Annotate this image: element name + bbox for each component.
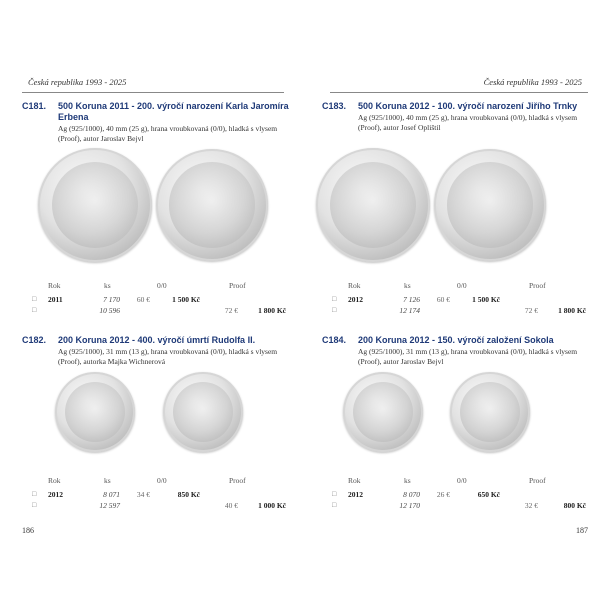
header-rule-right	[330, 92, 588, 93]
coin-obverse-image	[316, 148, 430, 262]
owned-checkbox[interactable]: □	[332, 295, 337, 303]
row-price-czk: 800 Kč	[563, 501, 586, 510]
description-line: (Proof), autor Jaroslav Bejvl	[358, 357, 444, 366]
col-mintage: ks	[104, 281, 111, 290]
row-price-czk: 650 Kč	[477, 490, 500, 499]
catalog-number: C182.	[22, 335, 47, 345]
row-price-czk: 1 500 Kč	[172, 295, 200, 304]
coin-reverse-image	[434, 149, 546, 261]
coin-title: 500 Koruna 2012 - 100. výročí narození J…	[358, 101, 578, 111]
row-price-czk: 1 800 Kč	[558, 306, 586, 315]
col-year: Rok	[48, 281, 61, 290]
coin-entry: C182. 200 Koruna 2012 - 400. výročí úmrtí…	[22, 335, 294, 367]
coin-description: Ag (925/1000), 40 mm (25 g), hrana vroub…	[22, 124, 294, 144]
coin-reverse-image	[156, 149, 268, 261]
row-mintage: 8 071	[103, 490, 120, 499]
col-unc: 0/0	[457, 476, 467, 485]
owned-checkbox[interactable]: □	[32, 501, 37, 509]
catalog-number: C183.	[322, 101, 347, 111]
coin-reverse-image	[163, 372, 243, 452]
row-mintage: 12 597	[99, 501, 120, 510]
col-mintage: ks	[404, 281, 411, 290]
row-mintage: 10 596	[99, 306, 120, 315]
coin-obverse-image	[38, 148, 152, 262]
row-year: 2012	[48, 490, 63, 499]
row-price-eur: 60 €	[136, 295, 150, 304]
row-mintage: 12 170	[399, 501, 420, 510]
coin-title: 200 Koruna 2012 - 400. výročí úmrtí Rudo…	[58, 335, 256, 345]
row-price-czk: 1 500 Kč	[472, 295, 500, 304]
description-line: Ag (925/1000), 40 mm (25 g), hrana vroub…	[58, 124, 278, 133]
col-proof: Proof	[229, 281, 246, 290]
catalog-number: C184.	[322, 335, 347, 345]
row-price-eur: 40 €	[224, 501, 238, 510]
description-line: (Proof), autorka Majka Wichnerová	[58, 357, 166, 366]
running-header-left: Česká republika 1993 - 2025	[28, 77, 127, 87]
row-year: 2011	[48, 295, 63, 304]
coin-entry-title: C181. 500 Koruna 2011 - 200. výročí naroz…	[22, 101, 294, 123]
coin-entry: C183. 500 Koruna 2012 - 100. výročí naroz…	[322, 101, 594, 133]
col-mintage: ks	[404, 476, 411, 485]
coin-entry: C181. 500 Koruna 2011 - 200. výročí naroz…	[22, 101, 294, 144]
coin-entry: C184. 200 Koruna 2012 - 150. výročí založ…	[322, 335, 594, 367]
row-year: 2012	[348, 490, 363, 499]
coin-entry-title: C184. 200 Koruna 2012 - 150. výročí založ…	[322, 335, 594, 346]
coin-obverse-image	[343, 372, 423, 452]
col-unc: 0/0	[157, 281, 167, 290]
col-mintage: ks	[104, 476, 111, 485]
description-line: (Proof), autor Jaroslav Bejvl	[58, 134, 144, 143]
coin-reverse-image	[450, 372, 530, 452]
col-proof: Proof	[229, 476, 246, 485]
coin-description: Ag (925/1000), 31 mm (13 g), hrana vroub…	[322, 347, 594, 367]
page-number-right: 187	[576, 526, 588, 535]
col-unc: 0/0	[457, 281, 467, 290]
coin-description: Ag (925/1000), 40 mm (25 g), hrana vroub…	[322, 113, 594, 133]
row-price-eur: 60 €	[436, 295, 450, 304]
description-line: Ag (925/1000), 31 mm (13 g), hrana vroub…	[358, 347, 578, 356]
running-header-right: Česká republika 1993 - 2025	[483, 77, 582, 87]
row-price-eur: 72 €	[524, 306, 538, 315]
coin-title: 500 Koruna 2011 - 200. výročí narození K…	[58, 101, 289, 122]
row-price-czk: 850 Kč	[177, 490, 200, 499]
col-year: Rok	[348, 281, 361, 290]
col-year: Rok	[348, 476, 361, 485]
row-price-czk: 1 800 Kč	[258, 306, 286, 315]
coin-title: 200 Koruna 2012 - 150. výročí založení S…	[358, 335, 554, 345]
row-price-eur: 72 €	[224, 306, 238, 315]
owned-checkbox[interactable]: □	[332, 306, 337, 314]
coin-description: Ag (925/1000), 31 mm (13 g), hrana vroub…	[22, 347, 294, 367]
row-price-eur: 32 €	[524, 501, 538, 510]
owned-checkbox[interactable]: □	[32, 490, 37, 498]
row-mintage: 12 174	[399, 306, 420, 315]
coin-obverse-image	[55, 372, 135, 452]
description-line: (Proof), autor Josef Oplištil	[358, 123, 441, 132]
coin-entry-title: C182. 200 Koruna 2012 - 400. výročí úmrtí…	[22, 335, 294, 346]
description-line: Ag (925/1000), 40 mm (25 g), hrana vroub…	[358, 113, 578, 122]
owned-checkbox[interactable]: □	[32, 295, 37, 303]
owned-checkbox[interactable]: □	[332, 501, 337, 509]
row-price-czk: 1 000 Kč	[258, 501, 286, 510]
col-unc: 0/0	[157, 476, 167, 485]
row-year: 2012	[348, 295, 363, 304]
description-line: Ag (925/1000), 31 mm (13 g), hrana vroub…	[58, 347, 278, 356]
row-price-eur: 26 €	[436, 490, 450, 499]
col-year: Rok	[48, 476, 61, 485]
page-number-left: 186	[22, 526, 34, 535]
row-mintage: 7 170	[103, 295, 120, 304]
row-price-eur: 34 €	[136, 490, 150, 499]
col-proof: Proof	[529, 281, 546, 290]
coin-entry-title: C183. 500 Koruna 2012 - 100. výročí naroz…	[322, 101, 594, 112]
row-mintage: 7 126	[403, 295, 420, 304]
row-mintage: 8 070	[403, 490, 420, 499]
owned-checkbox[interactable]: □	[332, 490, 337, 498]
col-proof: Proof	[529, 476, 546, 485]
catalog-number: C181.	[22, 101, 47, 111]
header-rule-left	[22, 92, 284, 93]
owned-checkbox[interactable]: □	[32, 306, 37, 314]
